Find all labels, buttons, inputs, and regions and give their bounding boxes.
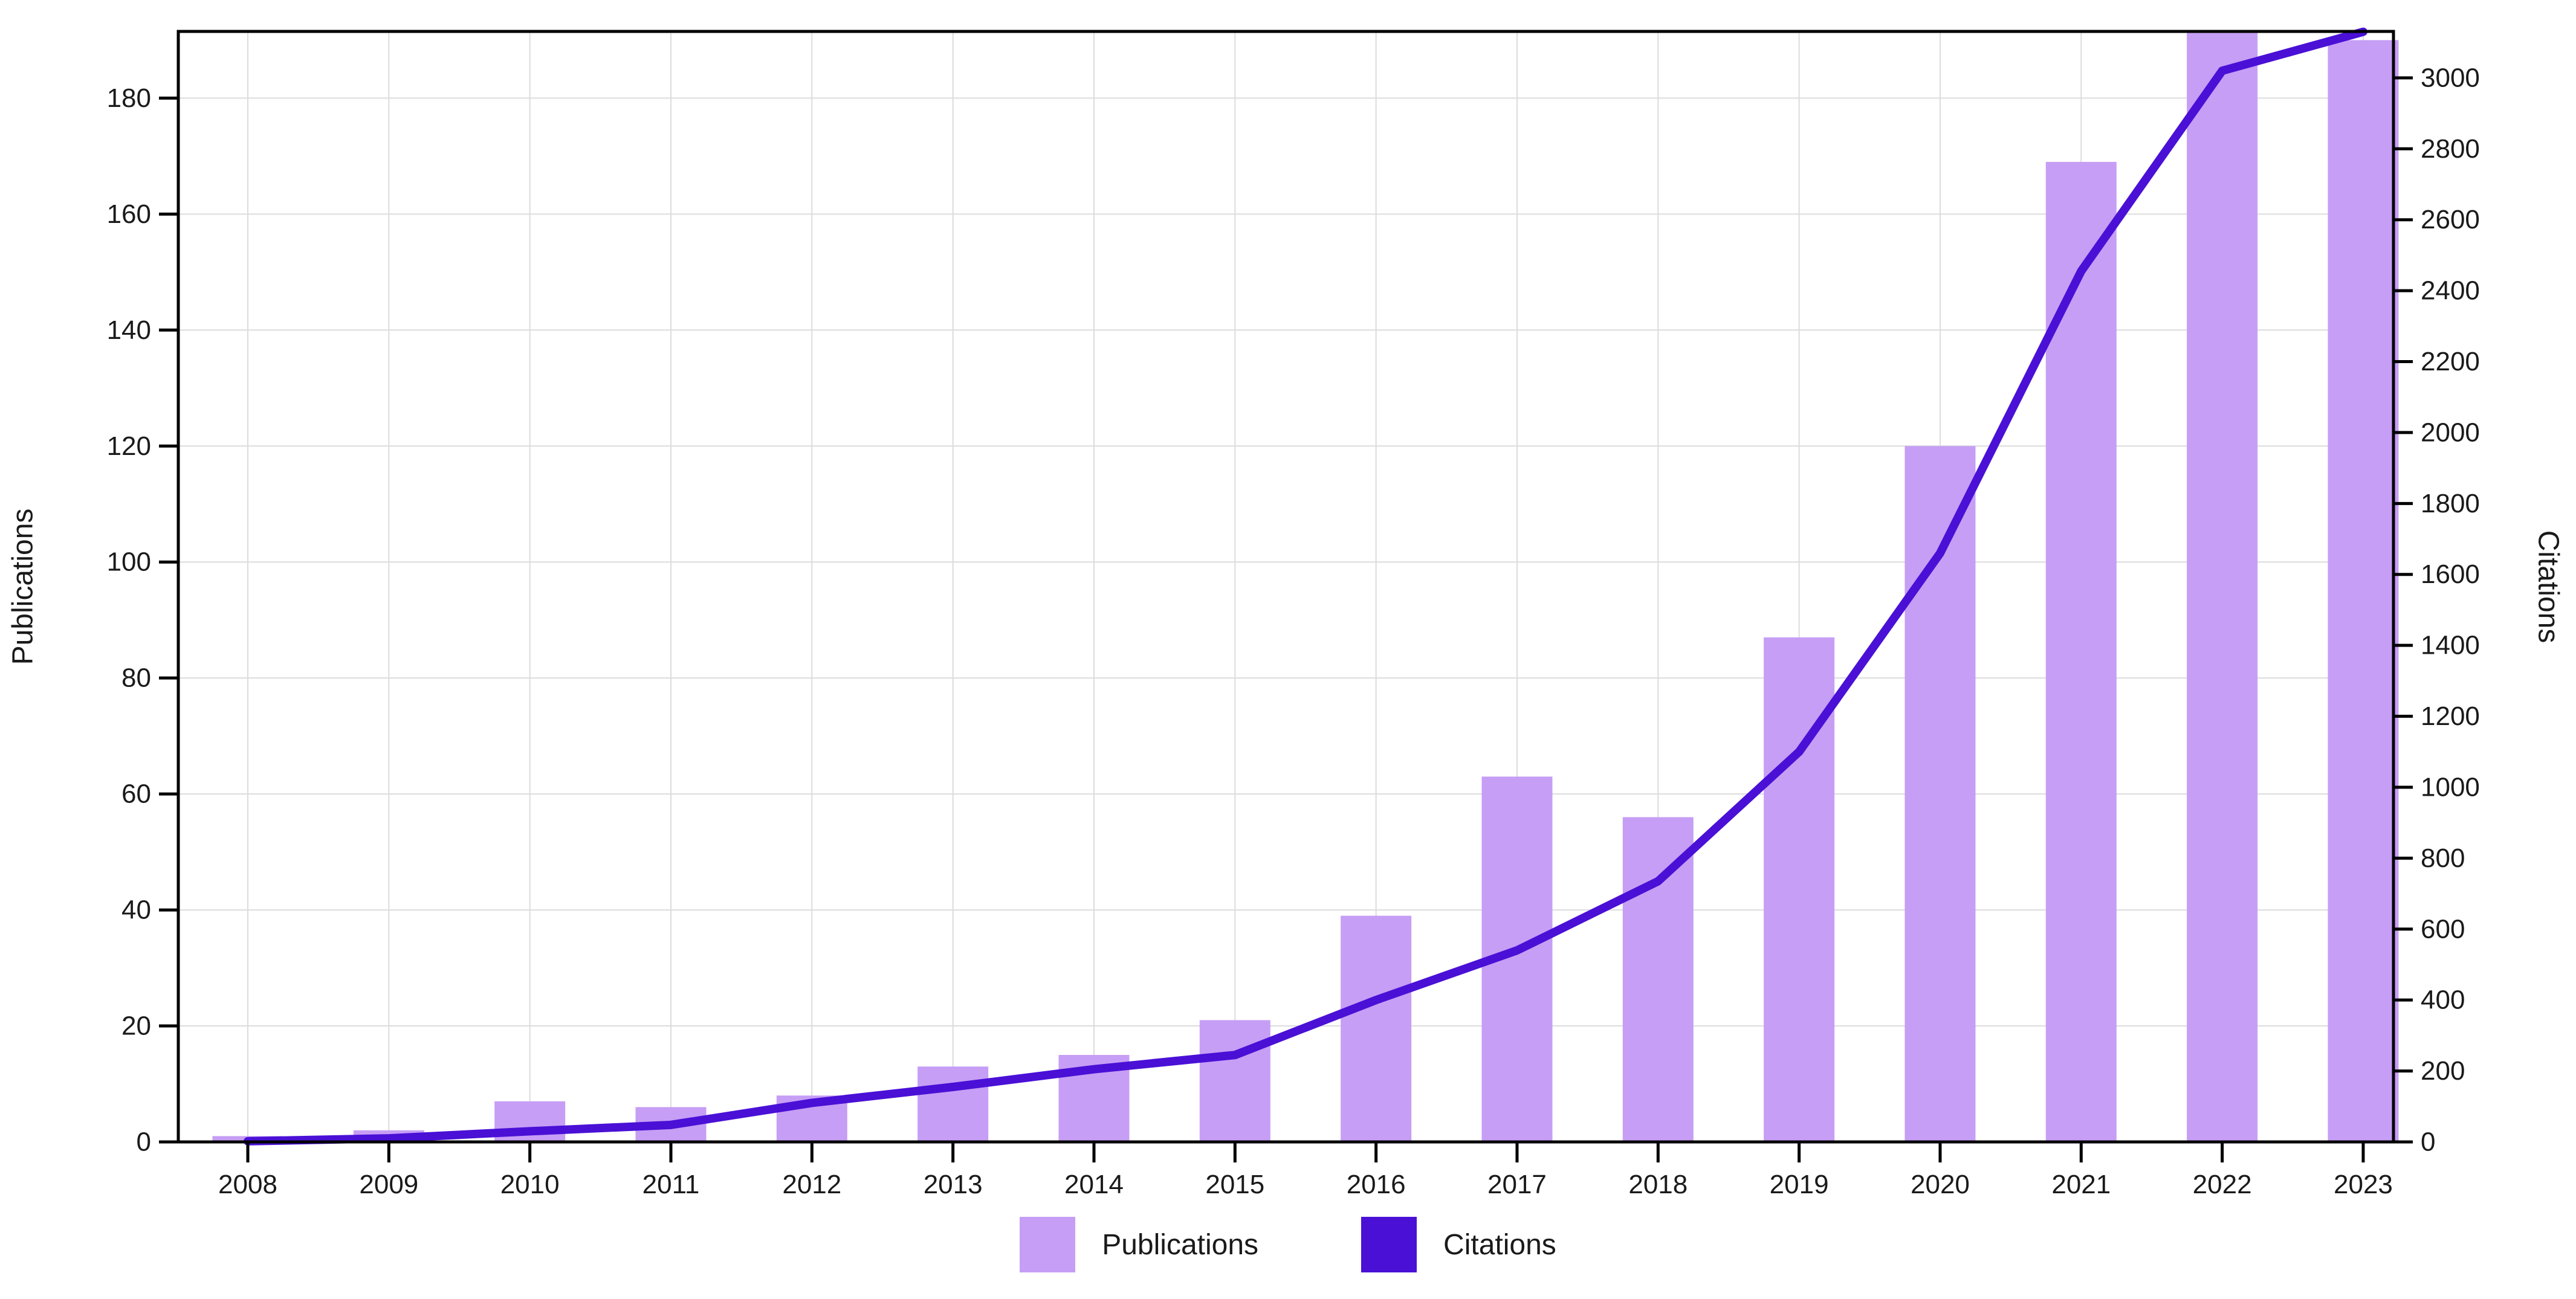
x-tick-label-2018: 2018 <box>1628 1170 1688 1199</box>
x-tick-label-2021: 2021 <box>2051 1170 2111 1199</box>
right-tick-label-2600: 2600 <box>2421 205 2480 234</box>
x-tick-label-2010: 2010 <box>500 1170 560 1199</box>
left-tick-label-60: 60 <box>121 779 151 809</box>
x-tick-label-2008: 2008 <box>218 1170 277 1199</box>
right-tick-label-200: 200 <box>2421 1056 2465 1086</box>
publications-bar-2023 <box>2328 40 2399 1143</box>
right-tick-label-1400: 1400 <box>2421 631 2480 660</box>
x-tick-label-2011: 2011 <box>642 1170 700 1199</box>
left-tick-label-80: 80 <box>121 663 151 693</box>
right-tick-label-3000: 3000 <box>2421 63 2480 92</box>
x-tick-label-2014: 2014 <box>1064 1170 1124 1199</box>
publications-bar-2016 <box>1341 915 1412 1142</box>
right-tick-label-600: 600 <box>2421 914 2465 944</box>
right-tick-label-400: 400 <box>2421 985 2465 1015</box>
legend-label-citations: Citations <box>1443 1228 1556 1261</box>
left-tick-label-140: 140 <box>107 315 151 345</box>
right-tick-label-2400: 2400 <box>2421 276 2480 306</box>
legend-item-publications: Publications <box>1020 1217 1258 1272</box>
legend-label-publications: Publications <box>1102 1228 1259 1261</box>
left-axis-title: Publications <box>7 508 39 665</box>
left-tick-label-40: 40 <box>121 895 151 925</box>
legend: Publications Citations <box>0 1202 2576 1287</box>
x-tick-label-2019: 2019 <box>1770 1170 1829 1199</box>
publications-bar-2022 <box>2187 31 2258 1142</box>
left-tick-label-20: 20 <box>121 1011 151 1041</box>
right-tick-label-2000: 2000 <box>2421 417 2480 447</box>
x-tick-label-2023: 2023 <box>2334 1170 2393 1199</box>
right-tick-label-0: 0 <box>2421 1127 2435 1157</box>
citations-line <box>244 27 2367 1146</box>
right-tick-label-2200: 2200 <box>2421 347 2480 376</box>
legend-swatch-citations-icon <box>1361 1217 1417 1272</box>
x-tick-label-2022: 2022 <box>2193 1170 2252 1199</box>
left-tick-label-180: 180 <box>107 83 151 113</box>
right-tick-label-1200: 1200 <box>2421 701 2480 731</box>
x-tick-label-2015: 2015 <box>1205 1170 1264 1199</box>
publications-bar-2018 <box>1622 817 1694 1142</box>
left-tick-label-160: 160 <box>107 199 151 229</box>
left-tick-label-0: 0 <box>137 1127 151 1157</box>
right-tick-label-1600: 1600 <box>2421 559 2480 589</box>
left-tick-label-120: 120 <box>107 431 151 461</box>
legend-swatch-publications-icon <box>1020 1217 1076 1272</box>
legend-item-citations: Citations <box>1361 1217 1556 1272</box>
publications-bar-2021 <box>2045 161 2117 1142</box>
right-tick-label-1800: 1800 <box>2421 489 2480 518</box>
publications-bar-2015 <box>1199 1020 1270 1142</box>
x-tick-label-2013: 2013 <box>924 1170 983 1199</box>
right-tick-label-1000: 1000 <box>2421 772 2480 802</box>
x-tick-label-2009: 2009 <box>359 1170 418 1199</box>
x-tick-label-2012: 2012 <box>782 1170 841 1199</box>
publications-bar-2020 <box>1904 446 1976 1142</box>
x-tick-label-2016: 2016 <box>1347 1170 1406 1199</box>
publications-bar-2013 <box>917 1066 989 1142</box>
right-tick-label-800: 800 <box>2421 843 2465 873</box>
x-tick-label-2017: 2017 <box>1487 1170 1547 1199</box>
right-axis-title: Citations <box>2532 530 2565 643</box>
left-tick-label-100: 100 <box>107 547 151 577</box>
plot-frame <box>176 30 2395 1144</box>
right-tick-label-2800: 2800 <box>2421 134 2480 164</box>
x-tick-label-2020: 2020 <box>1911 1170 1970 1199</box>
